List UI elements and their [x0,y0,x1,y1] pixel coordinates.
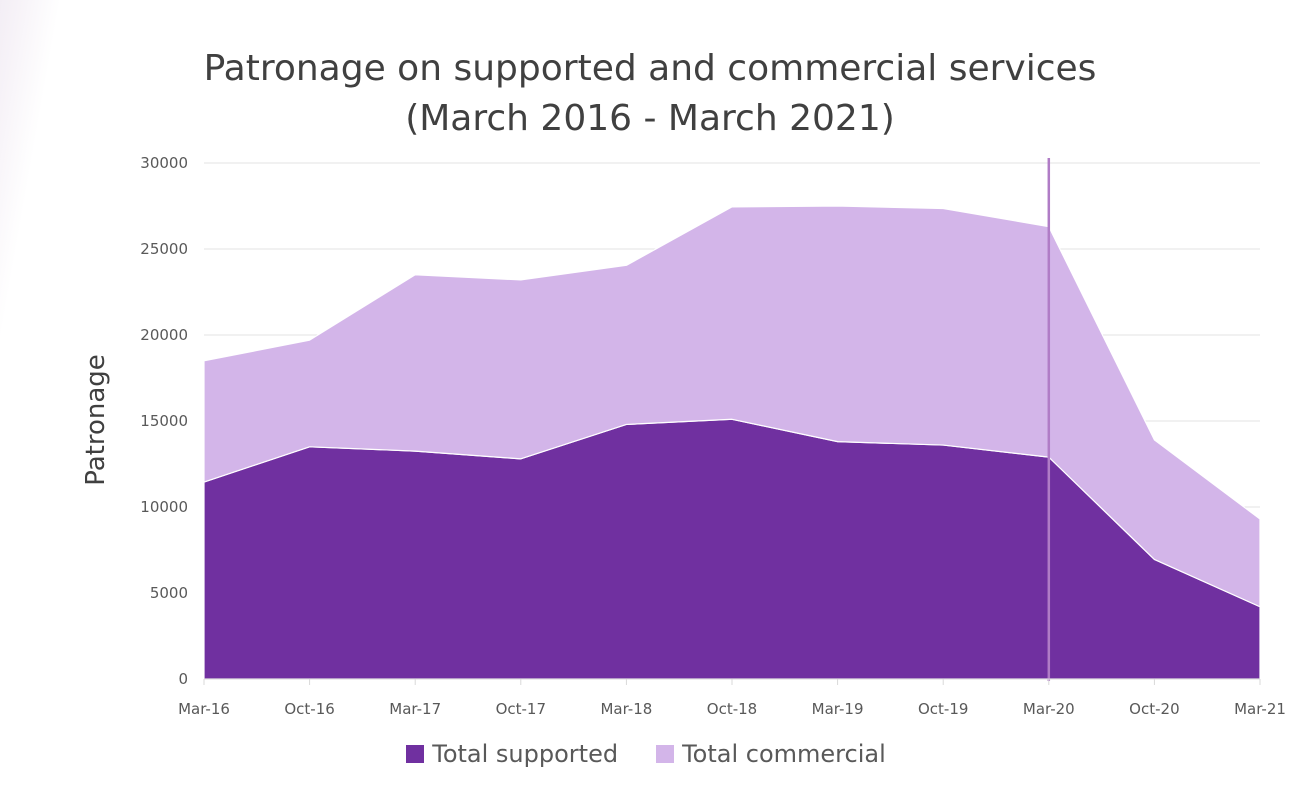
areas [203,205,1261,680]
x-tick-label: Oct-18 [707,700,757,718]
x-axis: Mar-16 Oct-16 Mar-17 Oct-17 Mar-18 Oct-18 Mar-… [178,678,1286,718]
x-tick-label: Mar-16 [178,700,230,718]
y-tick-label: 30000 [140,154,188,172]
legend-item-commercial: Total commercial [656,740,886,768]
legend-swatch-supported [406,745,425,763]
y-axis-title: Patronage [81,354,111,486]
legend-item-supported: Total supported [406,740,618,768]
x-tick-label: Mar-19 [812,700,864,718]
y-tick-label: 10000 [140,498,188,516]
x-tick-label: Oct-16 [284,700,334,718]
y-tick-label: 20000 [140,326,188,344]
x-tick-label: Oct-17 [496,700,546,718]
area-total-commercial [203,205,1261,608]
x-tick-label: Oct-19 [918,700,968,718]
y-tick-label: 25000 [140,240,188,258]
x-tick-label: Mar-20 [1023,700,1075,718]
y-tick-label: 15000 [140,412,188,430]
x-tick-label: Mar-18 [600,700,652,718]
legend-label-commercial: Total commercial [682,740,886,768]
legend-label-supported: Total supported [432,740,619,768]
legend: Total supported Total commercial [0,740,1292,768]
x-tick-label: Oct-20 [1129,700,1179,718]
y-tick-label: 5000 [150,584,188,602]
x-tick-label: Mar-17 [389,700,441,718]
x-tick-label: Mar-21 [1234,700,1286,718]
legend-swatch-commercial [656,745,675,763]
chart-title: Patronage on supported and commercial se… [203,48,1097,139]
y-tick-label: 0 [178,670,188,688]
y-axis: 0 5000 10000 15000 20000 25000 30000 [140,154,188,688]
